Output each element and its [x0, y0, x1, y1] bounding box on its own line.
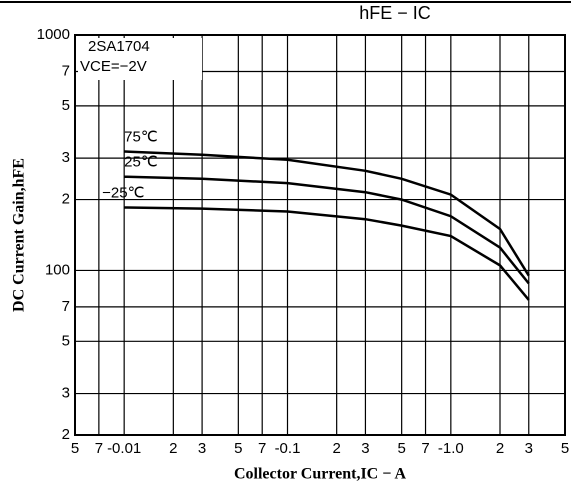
y-tick-label: 3 [62, 385, 70, 402]
y-tick-label: 5 [62, 97, 70, 114]
y-tick-label: 1000 [37, 26, 70, 43]
x-tick-label: 5 [71, 440, 79, 457]
series-label: 75℃ [124, 128, 158, 145]
x-tick-label: 3 [198, 440, 206, 457]
y-tick-label: 2 [62, 426, 70, 443]
x-axis-label: Collector Current,IC − A [234, 466, 407, 483]
x-tick-label: 7 [258, 440, 266, 457]
plot-frame [74, 34, 566, 436]
x-tick-label: 3 [361, 440, 369, 457]
note-box [78, 38, 202, 80]
y-tick-label: 5 [62, 332, 70, 349]
y-tick-label: 2 [62, 191, 70, 208]
series-line [124, 150, 530, 277]
x-tick-label: -0.1 [275, 440, 301, 457]
series-line [124, 206, 530, 301]
chart-title: hFE − IC [359, 3, 431, 23]
y-tick-label: 7 [62, 298, 70, 315]
x-tick-label: -1.0 [438, 440, 464, 457]
x-tick-label: -0.01 [107, 440, 141, 457]
x-tick-label: 5 [397, 440, 405, 457]
x-tick-label: 2 [169, 440, 177, 457]
x-tick-label: 5 [561, 440, 569, 457]
y-tick-label: 7 [62, 62, 70, 79]
series-label: −25℃ [102, 185, 144, 202]
series-label: 25℃ [124, 154, 158, 171]
x-tick-label: 7 [421, 440, 429, 457]
x-tick-label: 2 [332, 440, 340, 457]
annotation: 2SA1704 [88, 38, 150, 55]
y-axis-label: DC Current Gain,hFE [11, 158, 28, 312]
x-tick-label: 3 [525, 440, 533, 457]
series-line [124, 175, 530, 285]
x-tick-label: 5 [234, 440, 242, 457]
y-tick-label: 3 [62, 149, 70, 166]
x-tick-label: 2 [496, 440, 504, 457]
y-tick-label: 100 [45, 261, 70, 278]
x-tick-label: 7 [95, 440, 103, 457]
annotation: VCE=−2V [80, 58, 147, 75]
